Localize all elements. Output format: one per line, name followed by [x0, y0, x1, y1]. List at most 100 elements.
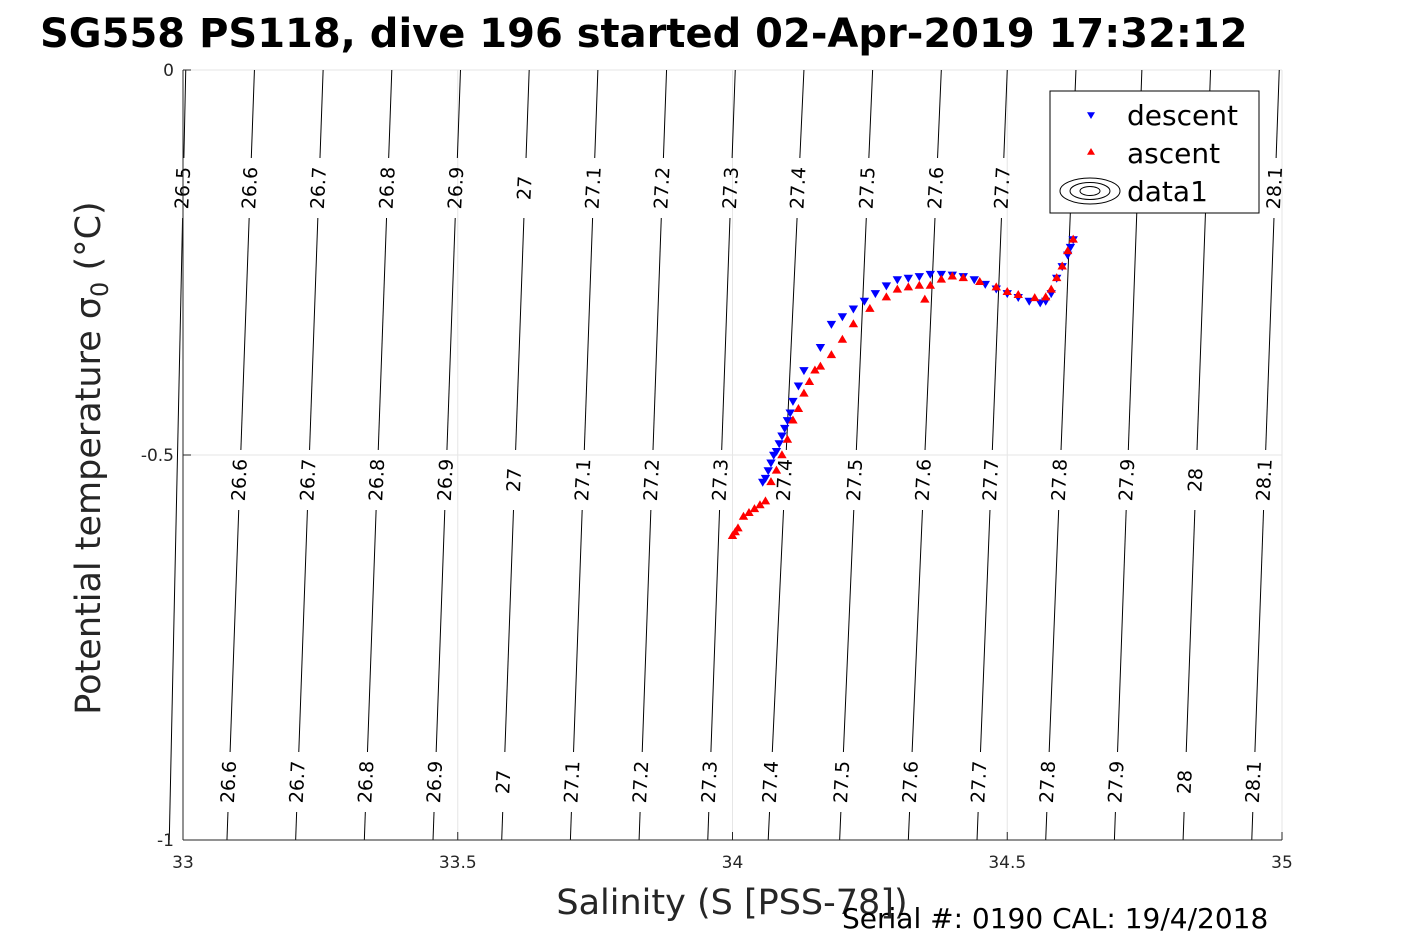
ascent-marker [793, 404, 804, 412]
contour-line-segment [504, 509, 514, 753]
contour-label: 27.7 [967, 760, 991, 803]
x-tick-label: 33 [172, 853, 194, 873]
ascent-marker [771, 465, 782, 474]
contour-label: 27 [492, 769, 515, 794]
ascent-marker [1052, 273, 1062, 282]
contour-label: 26.9 [434, 458, 458, 501]
y-axis-label: Potential temperature σ0 (°C) [69, 201, 114, 714]
contour-label: 27.6 [912, 458, 936, 501]
descent-marker [881, 282, 892, 291]
contour-label: 27.2 [650, 166, 674, 209]
contour-line-segment [1275, 69, 1280, 159]
contour-line-segment [388, 69, 393, 159]
ascent-marker [892, 284, 903, 293]
contour-line-segment [1113, 811, 1116, 841]
descent-marker [777, 432, 787, 441]
contour-line-segment [515, 217, 525, 451]
legend-contour-icon [1059, 177, 1121, 205]
contour-line-segment [855, 217, 867, 451]
descent-marker [969, 276, 979, 285]
ascent-marker [738, 511, 749, 520]
contour-label: 27.4 [786, 166, 810, 209]
ascent-marker [975, 276, 985, 285]
x-axis-label: Salinity (S [PSS-78]) [556, 883, 907, 923]
contour-label: 27.5 [843, 458, 867, 501]
ascent-marker [936, 274, 947, 283]
descent-marker [870, 290, 881, 299]
descent-marker [914, 273, 925, 282]
contour-line-segment [229, 509, 240, 753]
contour-line-segment [641, 509, 652, 753]
contour-label: 27.8 [1036, 760, 1060, 803]
ascent-marker [1002, 286, 1012, 295]
contour-label: 27.8 [1048, 458, 1072, 501]
y-tick-label: 0 [163, 61, 174, 81]
y-axis-label-subscript: 0 [86, 282, 114, 297]
descent-marker [815, 344, 826, 352]
contour-line-segment [721, 217, 731, 451]
legend-descent-marker-icon [1087, 112, 1095, 119]
contour-line-segment [446, 217, 456, 451]
descent-marker [848, 305, 859, 314]
contour-line-segment [319, 69, 324, 159]
contour-label: 27.2 [629, 760, 653, 803]
contour-line-segment [731, 69, 736, 159]
ascent-marker [1046, 284, 1056, 293]
legend-ascent-marker-icon [1087, 148, 1095, 155]
contour-label: 28 [1184, 467, 1207, 492]
contour-label: 26.8 [354, 760, 378, 803]
ascent-marker [914, 280, 925, 289]
descent-marker [780, 424, 790, 433]
ascent-series [727, 234, 1078, 540]
contour-line-segment [842, 509, 855, 753]
contour-label: 27.1 [582, 166, 606, 209]
ascent-marker [755, 500, 765, 509]
contour-line-segment [309, 217, 319, 451]
legend-contour-ring [1079, 186, 1101, 196]
legend-descent-label: descent [1127, 99, 1238, 132]
descent-marker [774, 440, 784, 449]
contour-line-segment [1265, 217, 1275, 451]
contour-line-segment [979, 509, 991, 753]
ascent-marker [837, 334, 848, 343]
ascent-marker [903, 282, 914, 291]
contour-line-segment [525, 69, 530, 159]
contour-line-segment [976, 811, 979, 841]
axis-ticks: 33 33.5 34 34.5 35 0 -0.5 -1 [141, 61, 1293, 873]
contour-line-segment [594, 69, 599, 159]
contour-line-segment [501, 811, 504, 841]
contour-label: 28.1 [1242, 760, 1266, 803]
contour-label: 27.9 [1104, 760, 1128, 803]
ascent-marker [799, 388, 809, 397]
contour-line-segment [295, 811, 298, 841]
contour-line-segment [363, 811, 366, 841]
chart-title: SG558 PS118, dive 196 started 02-Apr-201… [40, 11, 1248, 57]
ascent-marker [815, 361, 826, 370]
contour-line-segment [1048, 509, 1060, 753]
contour-label: 26.7 [286, 760, 310, 803]
contour-line-segment [767, 811, 771, 841]
contour-line-segment [569, 811, 572, 841]
contour-label: 26.8 [365, 458, 389, 501]
legend-data1-label: data1 [1127, 175, 1208, 208]
legend-item-data1[interactable]: data1 [1059, 175, 1208, 208]
contour-line-segment [456, 69, 461, 159]
legend-item-ascent[interactable]: ascent [1087, 137, 1220, 170]
ascent-marker [730, 527, 740, 536]
ascent-marker [777, 450, 787, 459]
contour-line-segment [366, 509, 377, 753]
legend-contour-ring [1059, 177, 1121, 205]
contour-line-segment [1003, 69, 1008, 159]
x-tick-label: 34 [722, 853, 744, 873]
ascent-marker [744, 507, 754, 516]
descent-marker [785, 409, 795, 418]
ascent-marker [1030, 293, 1040, 302]
legend-item-descent[interactable]: descent [1087, 99, 1238, 132]
contour-line-segment [435, 509, 446, 753]
descent-marker [763, 467, 773, 476]
y-axis-label-unit: (°C) [69, 201, 109, 281]
contour-label: 27.1 [571, 458, 595, 501]
x-tick-label: 34.5 [988, 853, 1026, 873]
legend[interactable]: descent ascent data1 [1049, 90, 1260, 214]
contour-label: 27.1 [560, 760, 584, 803]
